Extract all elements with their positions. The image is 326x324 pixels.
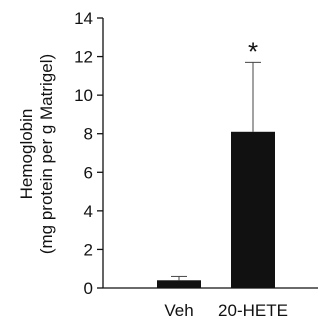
y-tick-label: 6: [84, 163, 93, 182]
x-axis-category-labels: Veh 20-HETE: [164, 301, 288, 320]
significance-asterisk: *: [248, 36, 258, 66]
bars: *: [157, 36, 275, 288]
y-axis-ticks: 0 2 4 6 8 10 12 14: [74, 9, 103, 298]
y-tick-label: 8: [84, 125, 93, 144]
y-tick-label: 10: [74, 86, 93, 105]
y-tick-label: 4: [84, 202, 93, 221]
y-axis-title-line1: Hemoglobin: [17, 109, 36, 200]
x-category-label: Veh: [164, 301, 193, 320]
x-category-label: 20-HETE: [218, 301, 288, 320]
bar-veh: [157, 280, 201, 288]
y-tick-label: 14: [74, 9, 93, 28]
y-axis-title-line2: (mg protein per g Matrigel): [37, 54, 56, 254]
y-tick-label: 12: [74, 48, 93, 67]
y-tick-label: 2: [84, 240, 93, 259]
bar-20-hete: [231, 131, 275, 288]
y-axis-title: Hemoglobin (mg protein per g Matrigel): [17, 54, 56, 254]
y-tick-label: 0: [84, 279, 93, 298]
